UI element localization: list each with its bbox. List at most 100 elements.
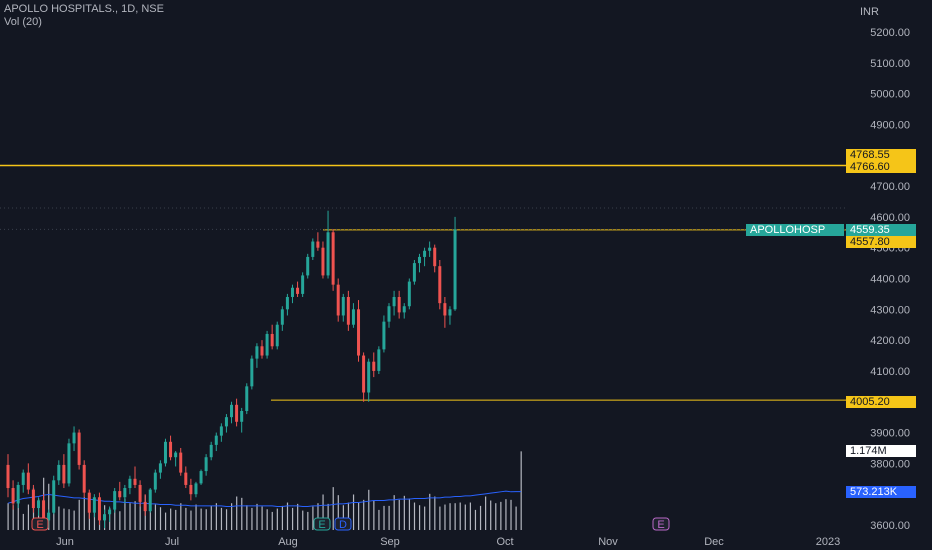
candle xyxy=(113,488,117,513)
candle xyxy=(397,290,401,319)
candle xyxy=(209,441,213,461)
volume-bar xyxy=(439,506,441,530)
volume-bar xyxy=(7,503,9,530)
y-tick-label: 3600.00 xyxy=(870,520,910,532)
event-marker: E xyxy=(31,517,49,531)
candle xyxy=(306,253,310,279)
candle xyxy=(326,210,330,279)
volume-bar xyxy=(164,512,167,530)
candle xyxy=(250,355,254,390)
volume-bar xyxy=(307,511,309,530)
volume-bar xyxy=(73,510,75,530)
volume-bar xyxy=(231,503,233,530)
volume-bar xyxy=(261,506,263,530)
svg-text:E: E xyxy=(36,519,43,531)
volume-bar xyxy=(68,509,70,530)
volume-bar xyxy=(225,509,228,530)
volume-bar xyxy=(347,502,350,530)
volume-last-label: 1.174M xyxy=(846,445,916,457)
symbol-badge: APOLLOHOSP xyxy=(746,224,844,236)
candle xyxy=(219,423,223,442)
volume-bar xyxy=(93,511,96,530)
y-tick-label: 5100.00 xyxy=(870,58,910,70)
candle xyxy=(199,469,203,485)
volume-bar xyxy=(139,495,141,530)
volume-bar xyxy=(83,497,85,530)
svg-text:573.213K: 573.213K xyxy=(850,486,898,498)
candle xyxy=(290,284,294,304)
volume-bar xyxy=(124,498,126,530)
candle xyxy=(341,293,345,322)
candle xyxy=(412,260,416,285)
volume-bar xyxy=(424,506,426,530)
volume-bar xyxy=(383,505,385,530)
volume-bar xyxy=(413,502,416,530)
volume-bar xyxy=(454,503,456,530)
volume-bar xyxy=(48,483,50,530)
volume-bar xyxy=(449,503,451,530)
candle xyxy=(92,494,96,518)
candle xyxy=(72,426,76,452)
volume-bar xyxy=(180,503,182,530)
volume-bar xyxy=(302,510,304,530)
candle xyxy=(362,352,366,402)
last-price-label: 4559.35 xyxy=(846,224,916,236)
svg-text:4766.60: 4766.60 xyxy=(850,161,890,173)
svg-text:E: E xyxy=(318,519,325,531)
candle xyxy=(189,478,193,501)
candle xyxy=(133,466,137,489)
candle xyxy=(47,509,51,529)
level-label-4766: 4766.60 xyxy=(846,161,916,173)
volume-bar xyxy=(266,509,268,530)
candle xyxy=(321,241,325,279)
event-marker: E xyxy=(313,517,331,531)
volume-bar xyxy=(175,509,177,530)
volume-bar xyxy=(490,500,492,530)
candle xyxy=(224,414,228,433)
volume-bar xyxy=(520,451,522,530)
svg-text:4768.55: 4768.55 xyxy=(850,149,890,161)
volume-bar xyxy=(251,507,253,530)
candle xyxy=(158,460,162,479)
candle xyxy=(438,260,442,310)
volume-bar xyxy=(210,505,212,530)
candle xyxy=(230,401,234,424)
candle xyxy=(148,488,152,513)
candle xyxy=(21,469,25,493)
volume-legend: Vol (20) xyxy=(4,16,42,28)
candle xyxy=(245,383,249,415)
candle xyxy=(179,447,183,476)
volume-bar xyxy=(444,504,446,530)
candle xyxy=(448,306,452,325)
y-tick-label: 4600.00 xyxy=(870,212,910,224)
volume-bar xyxy=(291,507,294,530)
volume-bar xyxy=(185,507,187,530)
volume-bar xyxy=(485,496,487,530)
candle xyxy=(26,463,30,495)
candle xyxy=(87,489,91,519)
candle xyxy=(153,469,157,493)
volume-bar xyxy=(398,499,400,530)
candle xyxy=(6,454,10,498)
volume-bar xyxy=(408,498,411,530)
candle xyxy=(123,484,127,504)
event-marker: E xyxy=(652,517,670,531)
volume-bar xyxy=(464,504,466,530)
volume-bar xyxy=(215,503,217,530)
candle xyxy=(169,435,173,461)
volume-bar xyxy=(58,506,60,530)
volume-bar xyxy=(510,499,512,530)
candle xyxy=(428,241,432,257)
currency-label: INR xyxy=(860,6,879,18)
x-tick-label: Jun xyxy=(56,536,74,548)
x-tick-label: Aug xyxy=(278,536,298,548)
volume-bar xyxy=(205,509,207,530)
symbol-legend: APOLLO HOSPITALS., 1D, NSE xyxy=(4,3,164,15)
svg-text:4557.80: 4557.80 xyxy=(850,236,890,248)
candle xyxy=(336,278,340,322)
volume-bar xyxy=(119,511,121,530)
candle xyxy=(163,438,167,467)
y-tick-label: 4700.00 xyxy=(870,181,910,193)
